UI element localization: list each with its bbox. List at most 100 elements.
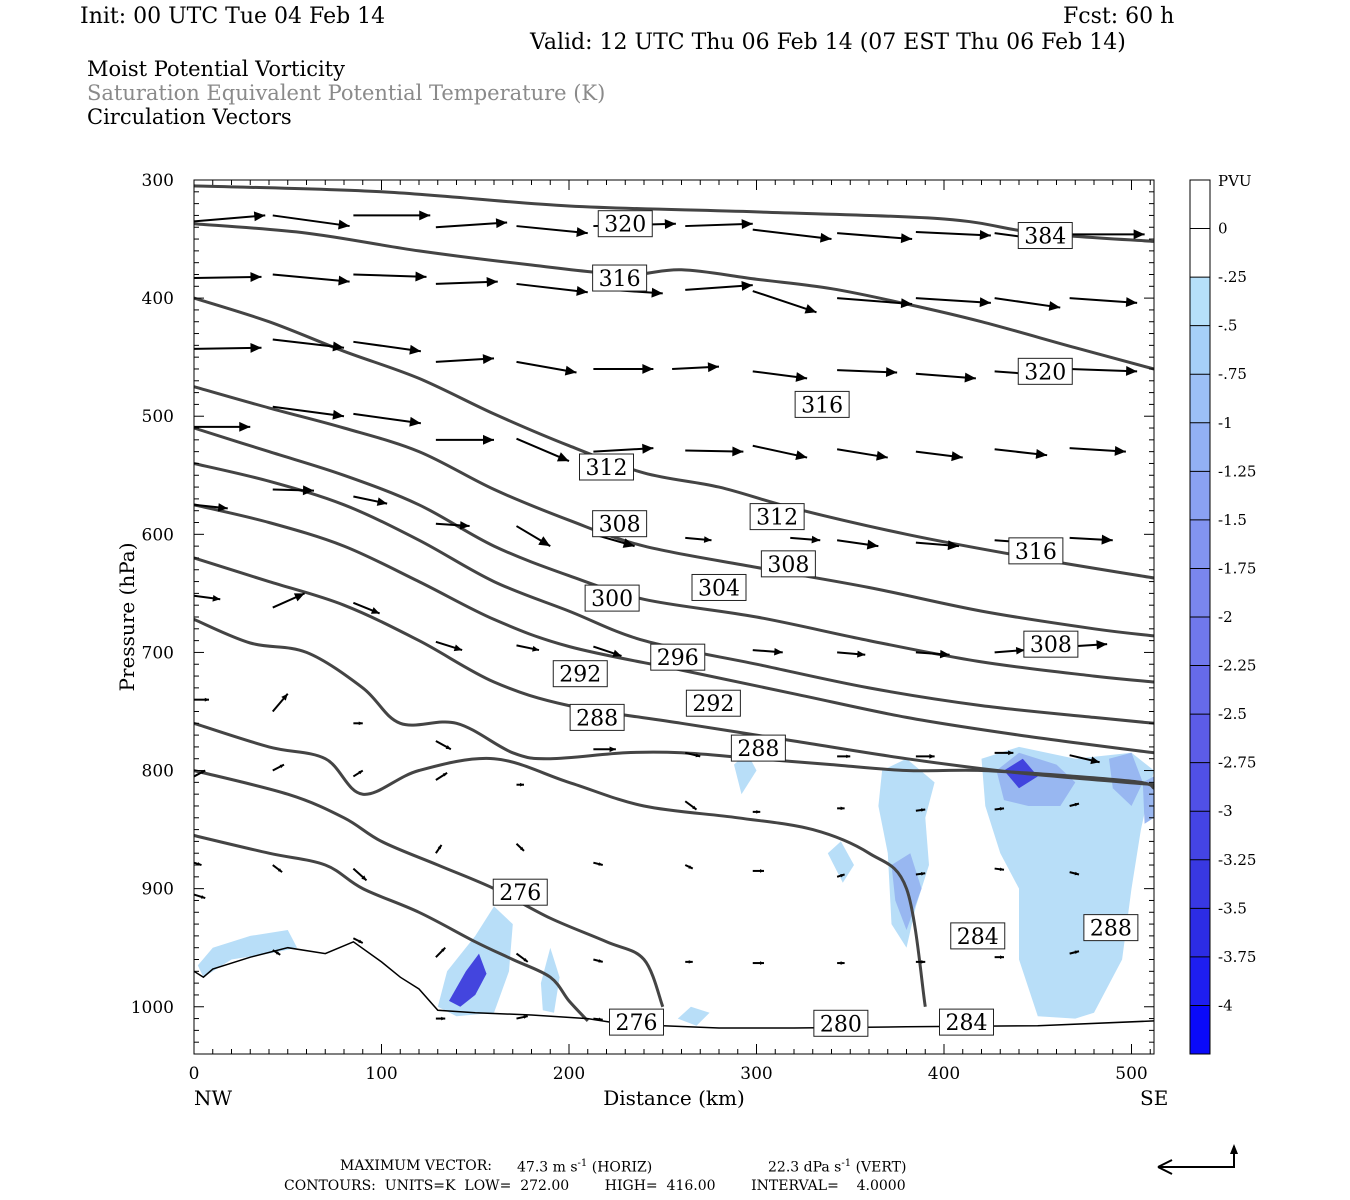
circulation-vector bbox=[752, 961, 764, 965]
circulation-vector bbox=[271, 693, 289, 713]
circulation-vector bbox=[435, 946, 446, 958]
circulation-vector bbox=[593, 364, 654, 374]
circulation-vector bbox=[685, 446, 744, 457]
circulation-vector bbox=[837, 297, 913, 309]
circulation-vector bbox=[515, 952, 529, 963]
y-tick-label: 700 bbox=[142, 643, 174, 663]
x-tick-label: 400 bbox=[928, 1064, 960, 1084]
colorbar-swatch bbox=[1190, 519, 1210, 569]
circulation-vector bbox=[837, 961, 845, 965]
circulation-vector bbox=[685, 536, 712, 543]
circulation-vector bbox=[1069, 446, 1126, 456]
contour-label-text: 304 bbox=[698, 576, 740, 601]
circulation-vector bbox=[994, 750, 1014, 756]
horiz-exponent: -1 bbox=[577, 1158, 588, 1169]
circulation-vector bbox=[836, 448, 888, 461]
circulation-vector bbox=[435, 844, 443, 854]
contour-276 bbox=[193, 834, 589, 1022]
contour-label: 320 bbox=[1017, 357, 1073, 385]
y-tick-label: 400 bbox=[142, 289, 174, 309]
circulation-vector bbox=[684, 864, 694, 870]
colorbar-label: -3.5 bbox=[1218, 899, 1247, 917]
circulation-vector bbox=[516, 225, 588, 237]
circulation-vector bbox=[516, 282, 588, 296]
colorbar-swatch bbox=[1190, 277, 1210, 327]
circulation-vector bbox=[193, 272, 262, 282]
contour-316 bbox=[193, 222, 1155, 371]
contour-label-text: 292 bbox=[559, 663, 601, 688]
circulation-vector bbox=[435, 1016, 446, 1021]
x-axis-title: Distance (km) bbox=[603, 1086, 745, 1110]
pv-shade-region bbox=[449, 953, 487, 1007]
colorbar-label: -2.25 bbox=[1218, 657, 1256, 675]
circulation-vector bbox=[593, 645, 622, 657]
colorbar-swatch bbox=[1190, 422, 1210, 472]
circulation-vector bbox=[435, 772, 448, 781]
contour-label: 280 bbox=[813, 1009, 869, 1037]
contour-label-text: 288 bbox=[737, 737, 779, 762]
x-right-label: SE bbox=[1140, 1086, 1168, 1110]
circulation-vector bbox=[272, 763, 285, 772]
field-line-1: Moist Potential Vorticity bbox=[87, 57, 345, 81]
circulation-vector bbox=[752, 370, 808, 382]
circulation-vector bbox=[272, 405, 345, 420]
y-tick-label: 300 bbox=[142, 171, 174, 191]
pv-shade-region bbox=[878, 758, 935, 948]
x-tick-label: 200 bbox=[553, 1064, 585, 1084]
circulation-vector bbox=[516, 437, 570, 463]
pv-shade-region bbox=[540, 947, 560, 1013]
y-tick-label: 800 bbox=[142, 762, 174, 782]
circulation-vector bbox=[353, 721, 363, 726]
circulation-vector bbox=[994, 807, 1005, 811]
circulation-vector bbox=[752, 647, 783, 656]
circulation-vector bbox=[915, 872, 926, 876]
contour-label-text: 308 bbox=[1030, 633, 1072, 658]
colorbar-swatch bbox=[1190, 568, 1210, 618]
circulation-vector bbox=[193, 503, 228, 512]
pv-shade-region bbox=[827, 841, 854, 883]
contour-312 bbox=[193, 296, 1155, 580]
circulation-vector bbox=[915, 450, 963, 462]
circulation-vector bbox=[193, 594, 221, 602]
circulation-vector bbox=[915, 649, 950, 659]
circulation-vector bbox=[352, 769, 364, 778]
circulation-vector bbox=[193, 211, 266, 223]
contour-label-text: 312 bbox=[586, 456, 628, 481]
circulation-vector bbox=[353, 210, 431, 221]
contour-label-text: 384 bbox=[1024, 225, 1066, 250]
contour-308 bbox=[193, 385, 1155, 638]
circulation-vector bbox=[435, 640, 463, 652]
circulation-vector bbox=[593, 746, 616, 753]
circulation-vector bbox=[593, 1017, 603, 1022]
circulation-vector bbox=[1069, 366, 1138, 376]
contour-label-text: 300 bbox=[591, 587, 633, 612]
contour-284 bbox=[193, 721, 927, 1008]
circulation-vector bbox=[593, 958, 603, 963]
contour-300 bbox=[193, 462, 1155, 725]
colorbar-swatch bbox=[1190, 859, 1210, 909]
circulation-vector bbox=[994, 955, 1004, 959]
circulation-vector bbox=[272, 485, 315, 496]
y-tick-label: 900 bbox=[142, 880, 174, 900]
colorbar-swatch bbox=[1190, 665, 1210, 715]
reference-vector-icon bbox=[1157, 1144, 1238, 1175]
colorbar-swatch bbox=[1190, 1005, 1210, 1055]
contour-info: CONTOURS: UNITS=K LOW= 272.00 HIGH= 416.… bbox=[284, 1178, 906, 1194]
max-vector-vert: 22.3 dPa s-1 (VERT) bbox=[768, 1158, 906, 1176]
contour-label-text: 276 bbox=[616, 1011, 658, 1036]
colorbar-label: -3 bbox=[1218, 802, 1233, 820]
colorbar-swatch bbox=[1190, 617, 1210, 666]
contour-288 bbox=[193, 618, 1155, 790]
circulation-vector bbox=[353, 412, 422, 427]
circulation-vector bbox=[915, 960, 926, 964]
circulation-vector bbox=[1069, 754, 1100, 765]
circulation-vector bbox=[684, 800, 698, 811]
circulation-vector bbox=[516, 1015, 528, 1020]
circulation-vector bbox=[1069, 297, 1138, 308]
contour-label: 296 bbox=[650, 643, 706, 671]
field-line-3: Circulation Vectors bbox=[87, 105, 292, 129]
contour-label-text: 316 bbox=[1015, 540, 1057, 565]
colorbar-swatch bbox=[1190, 325, 1210, 375]
contour-label-text: 308 bbox=[599, 513, 641, 538]
